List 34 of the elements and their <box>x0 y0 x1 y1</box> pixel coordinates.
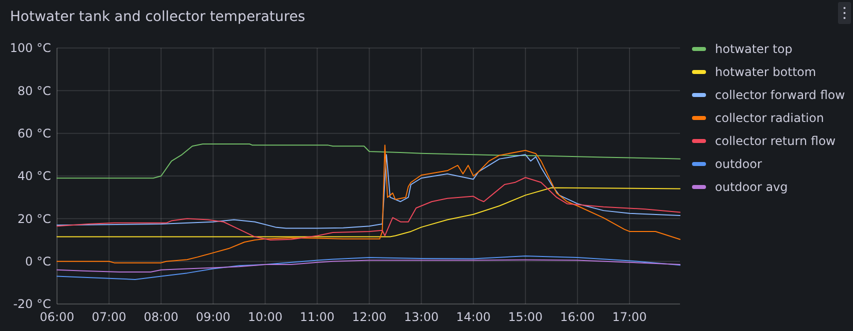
x-tick-label: 15:00 <box>508 310 543 324</box>
line-series <box>56 176 680 240</box>
x-tick-label: 12:00 <box>352 310 387 324</box>
x-tick-label: 09:00 <box>196 310 230 324</box>
line-series <box>56 259 680 272</box>
y-tick-label: 0 °C <box>25 254 51 269</box>
line-series <box>56 144 680 179</box>
legend-label: collector forward flow <box>715 88 846 102</box>
line-series <box>56 144 680 264</box>
x-tick-label: 14:00 <box>456 310 491 324</box>
legend-label: collector radiation <box>715 111 824 126</box>
legend-label: hotwater bottom <box>715 65 816 80</box>
x-tick-label: 07:00 <box>92 310 126 324</box>
legend-label: outdoor avg <box>715 180 788 194</box>
line-series <box>56 154 680 229</box>
chart-title: Hotwater tank and collector temperatures <box>10 9 306 25</box>
x-tick-label: 10:00 <box>248 310 282 324</box>
line-series <box>56 256 680 280</box>
y-tick-label: 80 °C <box>18 84 51 98</box>
x-tick-label: 06:00 <box>40 310 74 324</box>
legend-label: hotwater top <box>715 42 792 56</box>
x-tick-label: 13:00 <box>404 310 439 324</box>
legend-label: outdoor <box>715 157 762 172</box>
x-tick-label: 17:00 <box>612 310 647 324</box>
x-tick-label: 08:00 <box>144 310 178 324</box>
x-tick-label: 16:00 <box>560 310 595 324</box>
x-tick-label: 11:00 <box>300 310 335 324</box>
y-tick-label: 40 °C <box>18 169 51 184</box>
y-tick-label: -20 °C <box>13 297 51 312</box>
y-tick-label: 100 °C <box>10 41 51 56</box>
legend-label: collector return flow <box>715 134 836 148</box>
line-series <box>56 187 680 238</box>
y-tick-label: 20 °C <box>18 212 51 226</box>
y-tick-label: 60 °C <box>18 126 51 141</box>
